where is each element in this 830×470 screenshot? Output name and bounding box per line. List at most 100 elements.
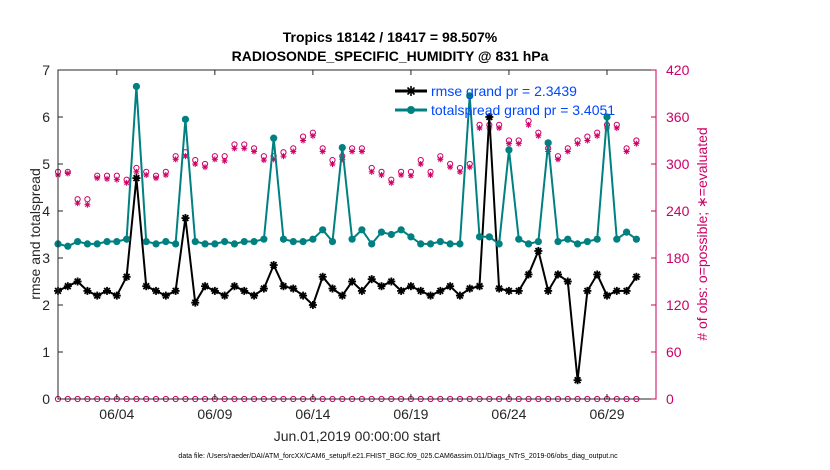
y-axis-right-label: # of obs: o=possible; ∗=evaluated — [694, 127, 710, 340]
totalspread-point — [377, 228, 386, 236]
obs_evaluated-point — [564, 148, 571, 155]
y-right-tick-label: 60 — [666, 344, 682, 360]
legend-totalspread-marker — [407, 106, 415, 114]
totalspread-point — [338, 143, 346, 152]
totalspread-point — [564, 235, 572, 243]
chart-subtitle: RADIOSONDE_SPECIFIC_HUMIDITY @ 831 hPa — [232, 48, 549, 64]
chart-title: Tropics 18142 / 18417 = 98.507% — [283, 29, 498, 45]
totalspread-point — [573, 240, 582, 248]
rmse-point — [132, 174, 141, 183]
rmse-point — [63, 282, 72, 291]
obs_evaluated-point — [172, 156, 179, 163]
totalspread-point — [436, 237, 444, 246]
x-tick-label: 06/04 — [99, 406, 134, 422]
obs_evaluated-point — [153, 175, 160, 182]
rmse-point — [465, 284, 474, 293]
rmse-point — [397, 286, 406, 295]
totalspread-point — [103, 237, 111, 246]
rmse-point — [308, 301, 317, 309]
legend-rmse-label: rmse grand pr = 2.3439 — [431, 83, 577, 99]
totalspread-point — [613, 235, 621, 243]
totalspread-point — [221, 237, 229, 246]
obs_evaluated-point — [496, 124, 503, 131]
totalspread-series — [54, 82, 640, 250]
x-tick-label: 06/19 — [393, 406, 428, 422]
rmse-point — [514, 286, 523, 295]
rmse-point — [161, 291, 170, 300]
rmse-point — [495, 284, 504, 293]
y-right-tick-label: 420 — [666, 62, 690, 78]
obs_evaluated-point — [260, 157, 267, 164]
obs_evaluated-point — [113, 176, 120, 183]
rmse-point — [338, 291, 347, 300]
rmse-point — [289, 284, 298, 293]
rmse-point — [250, 291, 259, 300]
y-left-tick-label: 5 — [42, 156, 50, 172]
obs_evaluated-point — [94, 175, 101, 182]
x-tick-label: 06/29 — [589, 406, 624, 422]
y-right-tick-label: 0 — [666, 391, 674, 407]
rmse-point — [220, 291, 229, 300]
rmse-point — [328, 284, 337, 293]
rmse-point — [171, 286, 180, 295]
obs_evaluated-point — [104, 175, 111, 182]
rmse-point — [83, 286, 92, 295]
y-left-tick-label: 4 — [42, 203, 50, 219]
obs_evaluated-point — [162, 171, 169, 178]
rmse-point — [485, 113, 494, 121]
rmse-point — [367, 275, 376, 284]
y-right-tick-label: 180 — [666, 250, 690, 266]
rmse-point — [475, 282, 484, 291]
totalspread-point — [456, 240, 464, 248]
obs_evaluated-point — [300, 137, 307, 144]
totalspread-point — [358, 226, 366, 234]
totalspread-point — [485, 233, 493, 241]
totalspread-point — [260, 235, 268, 243]
rmse-point — [406, 282, 415, 291]
obs_evaluated-point — [74, 200, 81, 207]
obs_evaluated-point — [476, 124, 483, 131]
rmse-series — [54, 113, 641, 385]
obs_evaluated-point — [251, 148, 258, 155]
obs_evaluated-point — [143, 171, 150, 178]
obs_evaluated-point — [437, 156, 444, 163]
totalspread-point — [368, 240, 376, 248]
obs_evaluated-point — [623, 148, 630, 155]
obs_evaluated-point — [515, 140, 522, 147]
y-left-tick-label: 3 — [42, 250, 50, 266]
obs_evaluated-point — [84, 201, 91, 208]
totalspread-point — [583, 237, 591, 246]
totalspread-point — [603, 113, 611, 121]
totalspread-point — [172, 240, 180, 248]
totalspread-point — [495, 240, 503, 248]
obs_evaluated-point — [554, 156, 561, 163]
rmse-point — [279, 282, 288, 291]
obs_evaluated-point — [358, 148, 365, 155]
rmse-point — [122, 272, 131, 281]
rmse-point — [632, 272, 641, 281]
totalspread-point — [466, 92, 474, 100]
totalspread-point — [279, 235, 288, 243]
y-right-tick-label: 240 — [666, 203, 690, 219]
rmse-point — [387, 277, 396, 286]
totalspread-point — [426, 240, 435, 248]
rmse-point — [593, 270, 602, 279]
rmse-point — [142, 282, 151, 291]
totalspread-point — [181, 115, 190, 123]
totalspread-point — [123, 235, 131, 243]
totalspread-point — [201, 240, 209, 248]
totalspread-point — [270, 134, 278, 142]
obs_evaluated-point — [329, 161, 336, 167]
rmse-point — [210, 286, 219, 295]
obs_evaluated-point — [505, 140, 512, 147]
totalspread-point — [113, 237, 121, 246]
y-right-tick-label: 120 — [666, 297, 690, 313]
x-tick-label: 06/09 — [197, 406, 232, 422]
rmse-point — [504, 286, 513, 295]
totalspread-point — [142, 237, 150, 246]
x-tick-label: 06/14 — [295, 406, 330, 422]
rmse-point — [259, 284, 268, 293]
totalspread-point — [230, 240, 239, 248]
totalspread-point — [289, 237, 297, 246]
obs_evaluated-point — [398, 171, 405, 178]
